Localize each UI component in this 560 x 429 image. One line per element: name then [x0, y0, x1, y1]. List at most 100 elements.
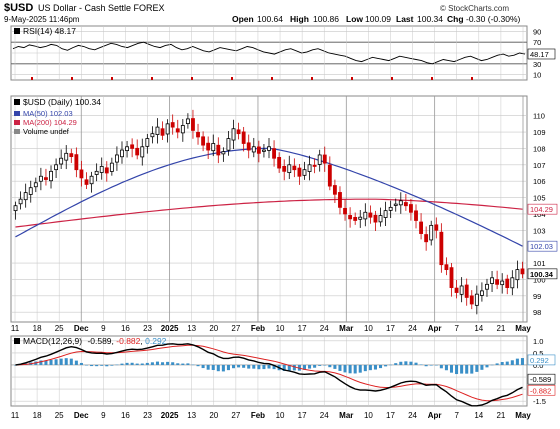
price-tick-label: 110	[533, 112, 545, 121]
macd-histogram-bar	[166, 361, 170, 365]
x-tick-label: 7	[455, 324, 460, 333]
rsi-marker	[31, 77, 33, 80]
candle-body	[64, 152, 69, 161]
x-tick-label: 2025	[161, 324, 179, 333]
candle-body	[464, 284, 469, 298]
price-right-badge	[527, 203, 558, 215]
x-tick-label: 7	[455, 411, 460, 420]
rsi-tick-label: 10	[533, 71, 541, 80]
price-tick-label: 98	[533, 308, 541, 317]
macd-histogram-bar	[424, 364, 428, 367]
x-tick-label: 27	[231, 324, 240, 333]
ma200-line	[15, 198, 523, 228]
macd-histogram-bar	[490, 364, 494, 366]
candle-body	[125, 146, 129, 152]
macd-histogram-bar	[272, 364, 276, 370]
macd-histogram-bar	[69, 358, 73, 365]
rsi-marker	[391, 77, 393, 80]
macd-histogram-bar	[434, 364, 438, 366]
x-tick-label: 24	[408, 411, 417, 420]
macd-histogram-bar	[226, 364, 230, 371]
x-tick-label: 16	[121, 324, 130, 333]
macd-histogram-bar	[115, 364, 119, 366]
price-legend: $USD (Daily) 100.34 MA(50) 102.03 MA(200…	[14, 97, 101, 136]
macd-histogram-bar	[201, 364, 205, 369]
candle-body	[317, 154, 322, 165]
high-label: High	[290, 14, 309, 24]
candle-body	[79, 169, 84, 179]
macd-histogram-bar	[470, 364, 474, 374]
price-right-label: 104.29	[530, 205, 553, 214]
x-tick-label: 14	[474, 324, 483, 333]
macd-histogram-bar	[373, 364, 377, 370]
x-tick-label: 23	[143, 411, 152, 420]
rsi-tick-label: 70	[533, 38, 541, 47]
candle-body	[312, 164, 317, 167]
rsi-marker	[191, 77, 193, 80]
x-tick-label: 21	[496, 411, 505, 420]
candle-body	[89, 175, 94, 185]
macd-value: -0.589	[87, 336, 111, 346]
macd-histogram-bar	[231, 364, 236, 369]
macd-histogram-bar	[292, 364, 296, 371]
rsi-tick-label: 90	[533, 27, 541, 36]
ma50-legend-swatch	[14, 111, 20, 116]
macd-histogram-bar	[196, 364, 200, 367]
price-right-label: 100.34	[530, 270, 554, 279]
candle-body	[170, 122, 175, 128]
price-right-badge	[527, 240, 558, 252]
macd-histogram-bar	[353, 364, 357, 374]
macd-histogram-bar	[480, 364, 484, 370]
macd-line	[15, 343, 523, 407]
macd-label: MACD(12,26,9) -0.589, -0.882, 0.292	[23, 336, 167, 346]
macd-histogram-bar	[439, 364, 443, 369]
macd-histogram-bar	[495, 363, 499, 365]
macd-histogram-bar	[140, 363, 144, 365]
macd-histogram-bar	[338, 364, 342, 371]
chart-date: 9-May-2025 11:46pm	[4, 15, 80, 24]
candle-body	[155, 126, 160, 135]
x-tick-label: 23	[143, 324, 152, 333]
macd-histogram-bar	[79, 362, 83, 365]
symbol-name: US Dollar - Cash Settle FOREX	[38, 3, 165, 13]
macd-histogram-bar	[130, 362, 134, 365]
macd-histogram-bar	[343, 364, 347, 373]
macd-histogram-bar	[475, 364, 479, 372]
macd-histogram-bar	[257, 364, 261, 370]
x-tick-label: 2025	[161, 411, 179, 420]
candle-body	[510, 277, 515, 289]
candle-body	[272, 148, 276, 159]
candle-body	[33, 182, 38, 188]
candle-body	[520, 268, 525, 275]
macd-tick-label: 0.5	[533, 349, 543, 358]
macd-histogram-bar	[49, 359, 53, 365]
candle-body	[282, 165, 287, 172]
candle-body	[206, 142, 211, 151]
price-right-label: 102.03	[530, 242, 553, 251]
macd-histogram-bar	[135, 363, 139, 365]
macd-histogram-bar	[505, 361, 509, 365]
macd-right-label: 0.292	[530, 356, 549, 365]
macd-tick-label: 0.0	[533, 361, 543, 370]
price-tick-label: 106	[533, 177, 546, 186]
rsi-marker	[231, 77, 233, 80]
candle-body	[479, 290, 484, 296]
candle-body	[373, 214, 378, 223]
candle-body	[459, 285, 464, 295]
macd-right-label: -0.882	[530, 386, 551, 395]
macd-histogram-bar	[313, 364, 317, 368]
x-tick-label: 17	[298, 411, 307, 420]
candle-body	[378, 215, 383, 223]
x-tick-label: 11	[11, 324, 20, 333]
x-tick-label: 24	[320, 411, 329, 420]
quote-bar: Open 100.64 High 100.86 Low 100.09 Last …	[232, 14, 520, 24]
candle-body	[454, 287, 459, 293]
macd-sep1: ,	[112, 336, 117, 346]
macd-histogram-bar	[500, 362, 504, 365]
macd-histogram-bar	[242, 364, 246, 368]
last-label: Last	[396, 14, 414, 24]
x-tick-label: Dec	[74, 411, 89, 420]
candle-body	[185, 118, 190, 125]
candle-body	[485, 283, 489, 290]
